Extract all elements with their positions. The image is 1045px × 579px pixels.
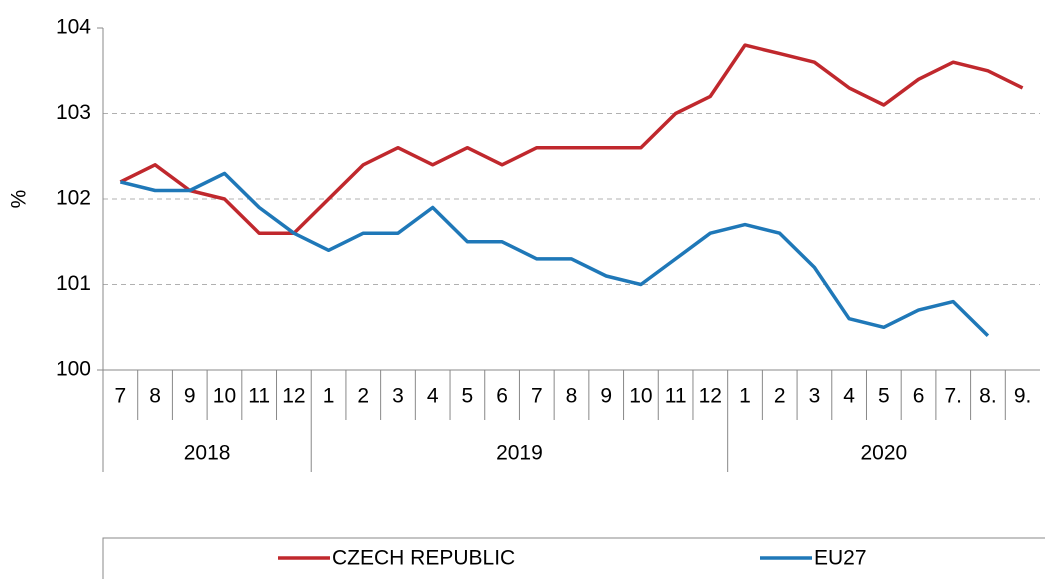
x-tick-label: 12	[282, 385, 305, 408]
legend-box	[102, 537, 1045, 579]
x-tick-label: 9	[184, 385, 196, 408]
x-tick-label: 3	[392, 385, 404, 408]
x-tick-label: 5	[462, 385, 474, 408]
y-tick-label: 102	[56, 187, 91, 210]
x-tick-label: 11	[665, 385, 687, 408]
x-tick-label: 8	[566, 385, 578, 408]
x-tick-label: 6	[496, 385, 508, 408]
x-tick-label: 1	[739, 385, 751, 408]
line-series	[119, 171, 990, 338]
y-tick-label: 100	[56, 358, 91, 381]
x-tick-label: 9.	[1014, 385, 1032, 408]
x-tick-label: 7.	[944, 385, 962, 408]
x-tick-label: 4	[427, 385, 439, 408]
y-axis-label: %	[8, 190, 31, 209]
x-tick-label: 5	[878, 385, 890, 408]
x-tick-label: 4	[843, 385, 855, 408]
y-tick-label: 101	[56, 272, 91, 295]
x-tick-label: 3	[809, 385, 821, 408]
x-tick-label: 8	[149, 385, 161, 408]
y-tick-label: 103	[56, 101, 91, 124]
year-label: 2018	[184, 442, 231, 465]
x-tick-label: 2	[357, 385, 369, 408]
x-tick-label: 6	[913, 385, 925, 408]
x-tick-label: 12	[699, 385, 722, 408]
x-tick-label: 8.	[979, 385, 997, 408]
year-label: 2020	[860, 442, 907, 465]
legend-label: EU27	[814, 547, 867, 570]
line-series	[119, 43, 1024, 235]
x-tick-label: 2	[774, 385, 786, 408]
x-tick-label: 9	[600, 385, 612, 408]
x-tick-label: 1	[323, 385, 335, 408]
legend-label: CZECH REPUBLIC	[332, 547, 515, 570]
x-tick-label: 10	[629, 385, 652, 408]
year-label: 2019	[496, 442, 543, 465]
x-tick-label: 11	[248, 385, 270, 408]
y-tick-label: 104	[56, 16, 91, 39]
x-tick-label: 7	[531, 385, 543, 408]
x-tick-label: 10	[213, 385, 236, 408]
x-tick-label: 7	[115, 385, 127, 408]
